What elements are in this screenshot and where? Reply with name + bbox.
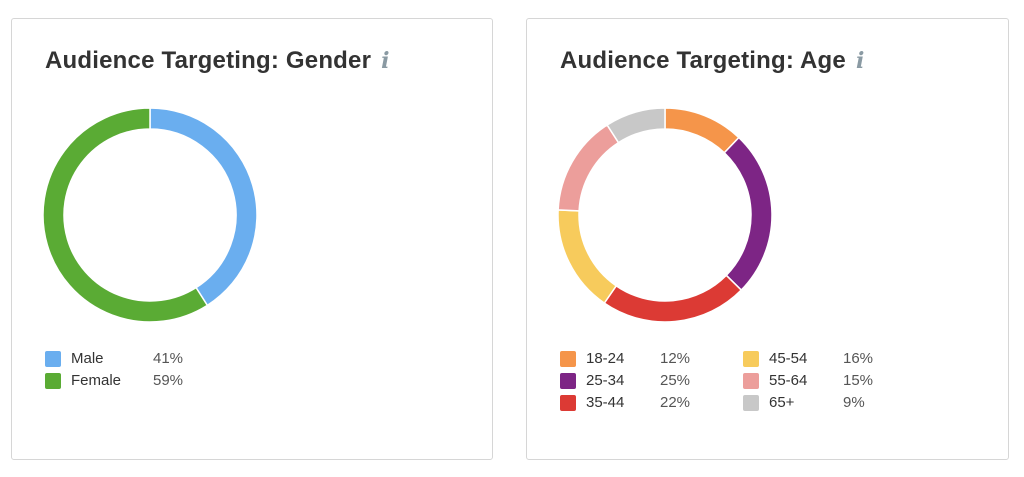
age-legend-value: 25% bbox=[660, 372, 691, 389]
age-slice-55-64[interactable] bbox=[557, 123, 620, 212]
age-slice-65-[interactable] bbox=[606, 107, 666, 144]
age-title-text: Audience Targeting: Age bbox=[560, 47, 846, 74]
gender-legend-item[interactable]: Male 41% bbox=[45, 349, 235, 369]
age-slice-35-44[interactable] bbox=[603, 274, 743, 323]
age-legend-value: 12% bbox=[660, 350, 691, 367]
age-donut-chart bbox=[557, 107, 773, 323]
age-legend-item[interactable]: 18-24 12% bbox=[560, 349, 733, 369]
gender-legend-swatch bbox=[45, 373, 61, 389]
age-legend-label: 55-64 bbox=[769, 372, 808, 389]
age-card: Audience Targeting: Age i 18-24 12% 25-34 25… bbox=[526, 18, 1009, 460]
age-legend-value: 9% bbox=[843, 394, 865, 411]
gender-legend-label: Male bbox=[71, 350, 104, 367]
age-legend-swatch bbox=[560, 395, 576, 411]
age-legend-item[interactable]: 55-64 15% bbox=[743, 371, 916, 391]
gender-slice-female[interactable] bbox=[42, 107, 209, 323]
gender-card: Audience Targeting: Gender i Male 41% Femal… bbox=[11, 18, 493, 460]
age-legend-label: 65+ bbox=[769, 394, 795, 411]
age-legend-label: 35-44 bbox=[586, 394, 625, 411]
gender-legend-label: Female bbox=[71, 372, 122, 389]
age-legend-swatch bbox=[560, 351, 576, 367]
age-slice-25-34[interactable] bbox=[723, 136, 773, 292]
info-icon[interactable]: i bbox=[855, 48, 865, 74]
age-legend-item[interactable]: 35-44 22% bbox=[560, 393, 733, 413]
age-legend: 18-24 12% 25-34 25% 35-44 22% 45-54 16% 55-64 15%… bbox=[560, 349, 890, 419]
gender-legend-item[interactable]: Female 59% bbox=[45, 371, 235, 391]
gender-donut-chart bbox=[42, 107, 258, 323]
gender-slice-male[interactable] bbox=[149, 107, 258, 307]
age-legend-swatch bbox=[743, 351, 759, 367]
gender-legend-value: 59% bbox=[153, 372, 184, 389]
age-card-title: Audience Targeting: Age i bbox=[560, 47, 865, 75]
gender-legend: Male 41% Female 59% bbox=[45, 349, 245, 399]
age-slice-18-24[interactable] bbox=[664, 107, 740, 154]
age-legend-item[interactable]: 45-54 16% bbox=[743, 349, 916, 369]
age-legend-swatch bbox=[743, 373, 759, 389]
age-legend-label: 25-34 bbox=[586, 372, 625, 389]
age-legend-label: 18-24 bbox=[586, 350, 625, 367]
info-icon[interactable]: i bbox=[381, 48, 390, 74]
age-legend-item[interactable]: 65+ 9% bbox=[743, 393, 916, 413]
age-slice-45-54[interactable] bbox=[557, 209, 618, 305]
age-legend-item[interactable]: 25-34 25% bbox=[560, 371, 733, 391]
age-legend-label: 45-54 bbox=[769, 350, 808, 367]
age-legend-value: 15% bbox=[843, 372, 874, 389]
age-legend-value: 16% bbox=[843, 350, 874, 367]
gender-title-text: Audience Targeting: Gender bbox=[45, 47, 372, 74]
gender-card-title: Audience Targeting: Gender i bbox=[45, 47, 390, 75]
gender-legend-value: 41% bbox=[153, 350, 184, 367]
age-legend-swatch bbox=[743, 395, 759, 411]
gender-legend-swatch bbox=[45, 351, 61, 367]
age-legend-swatch bbox=[560, 373, 576, 389]
age-legend-value: 22% bbox=[660, 394, 691, 411]
